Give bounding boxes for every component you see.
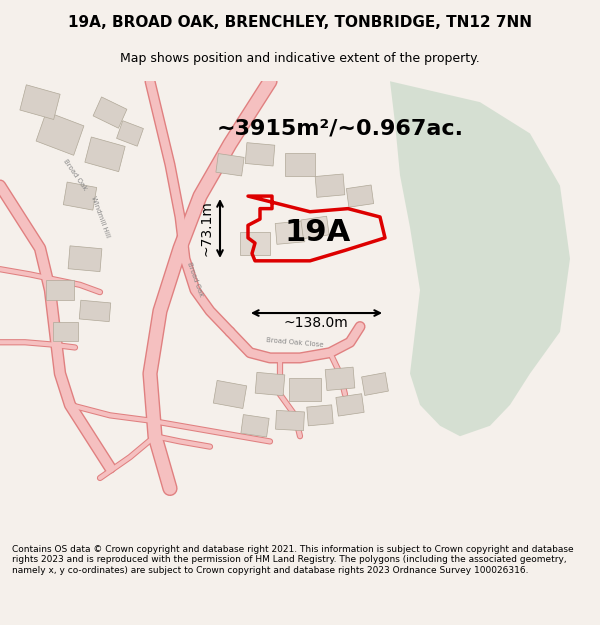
Text: Broad Oak: Broad Oak bbox=[62, 159, 88, 192]
Bar bbox=[346, 185, 374, 208]
Text: Broad Oak: Broad Oak bbox=[186, 261, 204, 298]
Text: 19A, BROAD OAK, BRENCHLEY, TONBRIDGE, TN12 7NN: 19A, BROAD OAK, BRENCHLEY, TONBRIDGE, TN… bbox=[68, 15, 532, 30]
Bar bbox=[325, 367, 355, 391]
Bar bbox=[36, 112, 84, 155]
Bar bbox=[116, 121, 143, 146]
Bar bbox=[289, 378, 321, 401]
Bar bbox=[68, 246, 102, 272]
Text: Broad Oak Close: Broad Oak Close bbox=[266, 337, 324, 348]
Text: ~138.0m: ~138.0m bbox=[284, 316, 349, 331]
Bar bbox=[240, 232, 270, 254]
Bar bbox=[46, 279, 74, 301]
Text: Map shows position and indicative extent of the property.: Map shows position and indicative extent… bbox=[120, 52, 480, 65]
Bar bbox=[85, 137, 125, 172]
Bar bbox=[245, 142, 275, 166]
Bar bbox=[20, 85, 60, 119]
Text: 19A: 19A bbox=[285, 218, 351, 247]
Bar bbox=[64, 182, 97, 210]
Bar bbox=[214, 381, 247, 409]
Bar bbox=[255, 372, 285, 396]
Text: Contains OS data © Crown copyright and database right 2021. This information is : Contains OS data © Crown copyright and d… bbox=[12, 545, 574, 574]
Bar bbox=[53, 322, 77, 341]
Text: ~3915m²/~0.967ac.: ~3915m²/~0.967ac. bbox=[217, 118, 464, 138]
Bar bbox=[216, 154, 244, 176]
Bar bbox=[275, 221, 305, 244]
Bar bbox=[336, 394, 364, 416]
Bar bbox=[275, 411, 304, 431]
Bar bbox=[93, 97, 127, 128]
Bar bbox=[79, 300, 111, 322]
Text: ~73.1m: ~73.1m bbox=[200, 201, 214, 256]
Bar bbox=[315, 174, 345, 198]
Bar bbox=[241, 414, 269, 437]
Bar bbox=[285, 153, 315, 176]
Bar bbox=[307, 405, 333, 426]
Bar bbox=[301, 216, 329, 239]
Bar bbox=[362, 372, 388, 396]
Text: Windmill Hill: Windmill Hill bbox=[89, 196, 110, 239]
